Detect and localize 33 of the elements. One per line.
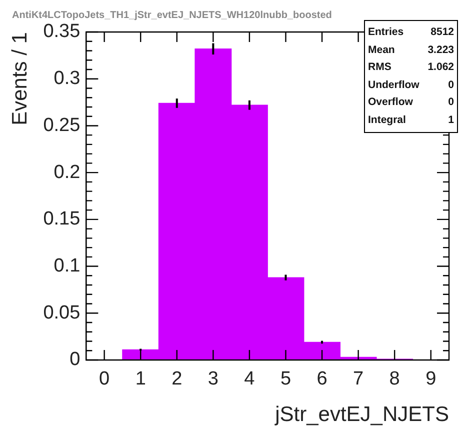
annotation: Underflow: [368, 78, 420, 92]
x-tick-label: 2: [172, 368, 182, 390]
annotation: 0: [448, 95, 454, 110]
x-tick-label: 9: [426, 368, 436, 390]
chart-title: AntiKt4LCTopoJets_TH1_jStr_evtEJ_NJETS_WH120lnubb_boosted: [12, 10, 332, 21]
x-tick-label: 4: [244, 368, 256, 390]
annotation: 1: [448, 112, 454, 128]
y-tick-label: 0.1: [54, 256, 80, 277]
annotation: 8512: [430, 25, 454, 40]
x-tick-label: 7: [353, 368, 364, 390]
x-tick-label: 1: [135, 368, 146, 390]
x-axis-title: jStr_evtEJ_NJETS: [274, 403, 449, 426]
x-tick-label: 5: [280, 368, 292, 390]
y-tick-label: 0: [70, 349, 80, 370]
y-tick-label: 0.2: [54, 162, 80, 183]
x-tick-label: 0: [99, 368, 110, 390]
y-tick-label: 0.35: [43, 21, 80, 42]
annotation: 1.062: [428, 60, 454, 75]
annotation: RMS: [368, 60, 392, 75]
annotation: Entries: [368, 25, 404, 40]
y-tick-label: 0.05: [43, 302, 80, 324]
y-tick-label: 0.25: [43, 114, 80, 136]
x-tick-label: 8: [389, 368, 400, 390]
annotation: Overflow: [368, 95, 413, 110]
annotation: Mean: [368, 42, 395, 58]
annotation: 0: [448, 78, 454, 92]
y-tick-label: 0.3: [54, 68, 80, 90]
y-tick-label: 0.15: [43, 208, 80, 230]
annotation: 3.223: [428, 42, 454, 58]
x-tick-label: 6: [316, 368, 328, 390]
y-axis-title: Events / 1: [8, 32, 32, 126]
annotation: Integral: [368, 112, 406, 128]
x-tick-label: 3: [208, 368, 218, 390]
